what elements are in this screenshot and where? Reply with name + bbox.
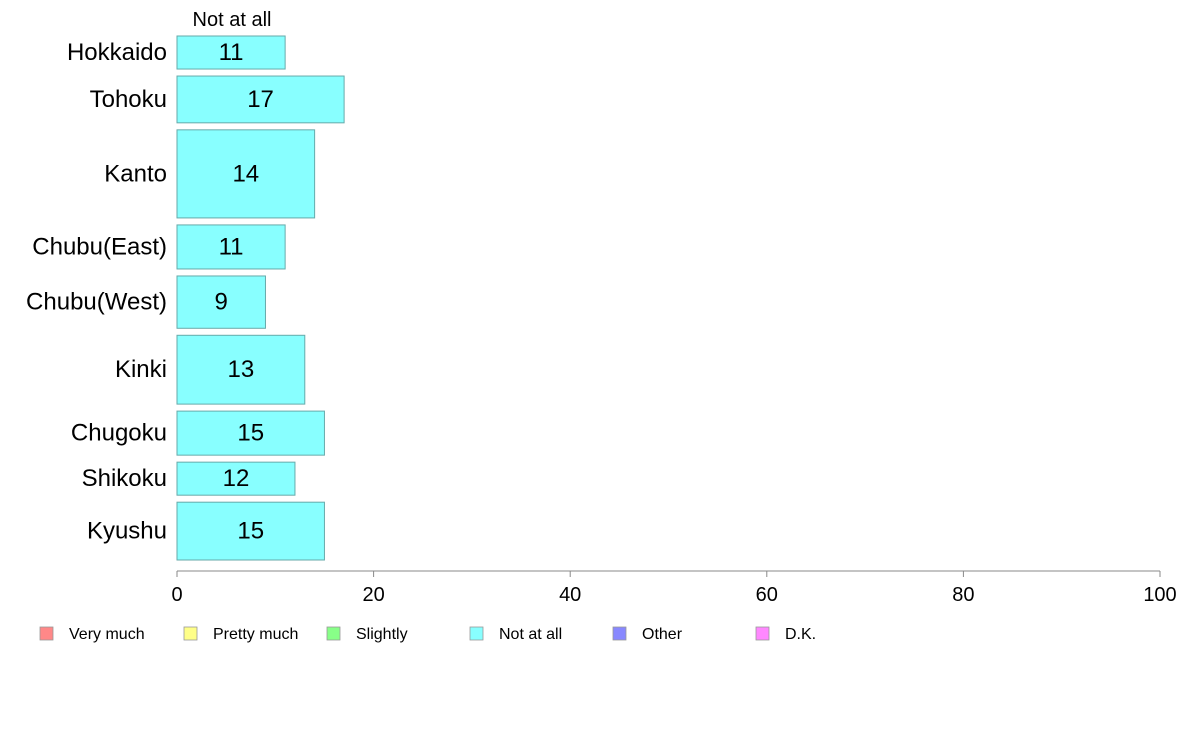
x-tick-label: 60 — [756, 584, 778, 606]
bar-hokkaido — [176, 35, 286, 70]
value-label: 11 — [219, 233, 244, 260]
value-label: 17 — [247, 86, 274, 113]
category-label: Kyushu — [87, 518, 167, 545]
value-label: 13 — [228, 356, 255, 383]
x-tick-label: 80 — [952, 584, 974, 606]
value-label: 9 — [215, 289, 228, 316]
legend-label: D.K. — [785, 626, 816, 643]
category-label: Chubu(East) — [32, 233, 167, 260]
legend-label: Other — [642, 626, 683, 643]
legend-label: Very much — [69, 626, 145, 643]
legend-swatch — [612, 626, 627, 641]
bar-kyushu — [176, 501, 325, 561]
x-axis: 0 20 40 60 80 100 — [171, 570, 1177, 606]
category-label: Shikoku — [82, 465, 167, 492]
x-tick-label: 100 — [1143, 584, 1176, 606]
bar-shikoku — [176, 461, 296, 496]
bar-chubu-east — [176, 224, 286, 270]
legend: Very much Pretty much Slightly Not at all Ot… — [39, 626, 816, 643]
bar-kanto — [176, 129, 316, 219]
bars: Hokkaido 11 Tohoku 17 Kanto 14 Chubu(East) 11 Ch… — [26, 35, 345, 561]
series-title: Not at all — [193, 9, 272, 31]
category-label: Chubu(West) — [26, 289, 167, 316]
legend-label: Slightly — [356, 626, 408, 643]
category-label: Kanto — [104, 160, 167, 187]
category-label: Chugoku — [71, 420, 167, 447]
legend-swatch — [469, 626, 484, 641]
value-label: 11 — [219, 39, 244, 66]
x-tick-label: 0 — [171, 584, 182, 606]
category-label: Kinki — [115, 356, 167, 383]
legend-swatch — [183, 626, 198, 641]
legend-label: Pretty much — [213, 626, 298, 643]
value-label: 12 — [223, 465, 250, 492]
legend-swatch — [326, 626, 341, 641]
value-label: 15 — [237, 420, 264, 447]
category-label: Hokkaido — [67, 39, 167, 66]
bar-chugoku — [176, 410, 325, 456]
x-tick-label: 40 — [559, 584, 581, 606]
value-label: 14 — [232, 160, 259, 187]
bar-kinki — [176, 334, 306, 405]
bar-chubu-west — [176, 275, 266, 329]
bar-tohoku — [176, 75, 345, 124]
x-tick-label: 20 — [362, 584, 384, 606]
legend-swatch — [755, 626, 770, 641]
value-label: 15 — [237, 518, 264, 545]
legend-label: Not at all — [499, 626, 562, 643]
category-label: Tohoku — [90, 86, 167, 113]
legend-swatch — [39, 626, 54, 641]
